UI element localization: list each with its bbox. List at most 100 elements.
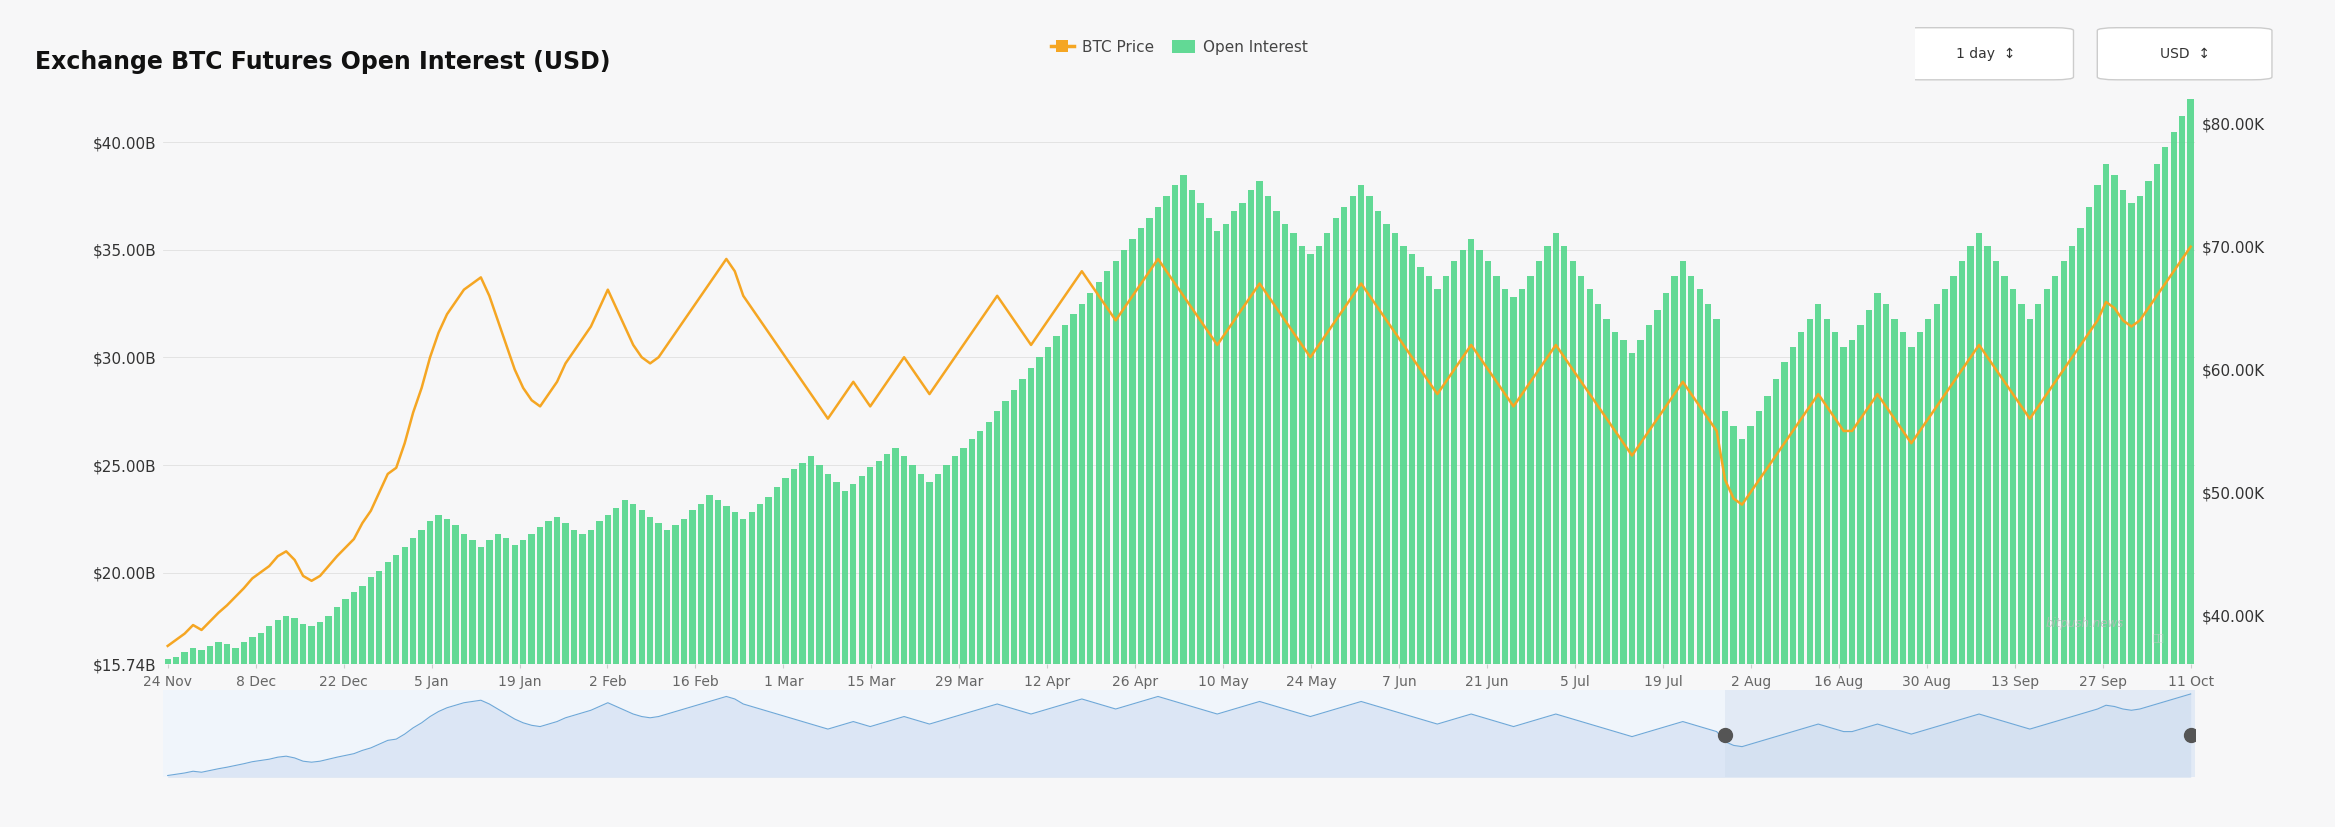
Bar [1392, 232, 1399, 827]
Bar [766, 497, 773, 827]
Bar [1789, 347, 1796, 827]
Bar [672, 525, 679, 827]
Bar [1824, 318, 1831, 827]
Bar [411, 538, 416, 827]
Bar [943, 465, 950, 827]
Bar [469, 540, 476, 827]
Bar [1333, 218, 1338, 827]
Bar [1569, 261, 1576, 827]
Bar [1247, 189, 1254, 827]
Bar [1721, 411, 1728, 827]
Bar [934, 474, 941, 827]
Bar [773, 486, 780, 827]
Bar [1585, 289, 1592, 827]
Bar [1833, 332, 1838, 827]
Bar [757, 504, 764, 827]
Bar [799, 463, 806, 827]
Bar [1340, 207, 1347, 827]
Bar [1417, 267, 1424, 827]
Bar [1578, 275, 1585, 827]
Bar [656, 523, 661, 827]
Bar [318, 622, 322, 827]
Bar [850, 485, 857, 827]
Bar [486, 540, 493, 827]
Bar [637, 510, 644, 827]
Bar [1163, 196, 1170, 827]
Bar [402, 547, 409, 827]
Bar [1291, 232, 1296, 827]
Text: 比推: 比推 [2153, 632, 2165, 642]
Bar [1240, 203, 1247, 827]
Bar [1198, 203, 1203, 827]
Bar [1308, 254, 1315, 827]
Bar [969, 439, 976, 827]
Bar [1121, 250, 1128, 827]
Bar [325, 616, 332, 827]
Bar [1027, 368, 1034, 827]
Bar [1653, 310, 1660, 827]
Bar [537, 528, 544, 827]
Bar [1427, 275, 1431, 827]
Bar [1637, 340, 1644, 827]
Bar [1324, 232, 1331, 827]
Bar [792, 470, 796, 827]
Bar [521, 540, 525, 827]
Bar [198, 650, 205, 827]
Bar [1672, 275, 1677, 827]
Bar [385, 562, 390, 827]
Bar [427, 521, 434, 827]
Bar [1620, 340, 1627, 827]
Bar [1604, 318, 1609, 827]
Bar [960, 448, 967, 827]
Bar [231, 648, 238, 827]
Bar [570, 529, 577, 827]
Bar [1044, 347, 1051, 827]
Bar [908, 465, 915, 827]
Bar [2059, 261, 2066, 827]
Bar [434, 514, 441, 827]
Bar [731, 513, 738, 827]
Bar [241, 642, 248, 827]
Bar [563, 523, 570, 827]
Bar [1611, 332, 1618, 827]
Bar [367, 577, 374, 827]
Bar [1705, 304, 1712, 827]
Text: Exchange BTC Futures Open Interest (USD): Exchange BTC Futures Open Interest (USD) [35, 50, 609, 74]
Bar [630, 504, 637, 827]
Bar [1375, 211, 1382, 827]
Bar [250, 638, 255, 827]
Bar [350, 592, 357, 827]
Bar [546, 521, 551, 827]
Bar [1179, 174, 1186, 827]
Bar [1595, 304, 1602, 827]
Bar [1224, 224, 1228, 827]
Bar [1688, 275, 1695, 827]
Bar [1765, 396, 1770, 827]
Bar [495, 534, 502, 827]
Bar [1231, 211, 1238, 827]
Bar [1726, 691, 2195, 777]
Bar [1714, 318, 1721, 827]
Bar [2111, 174, 2118, 827]
Bar [1933, 304, 1940, 827]
Bar [1536, 261, 1541, 827]
Bar [2010, 289, 2015, 827]
Bar [1214, 231, 1221, 827]
Bar [2104, 164, 2109, 827]
Bar [1469, 239, 1473, 827]
Bar [2036, 304, 2041, 827]
Bar [163, 659, 170, 827]
Bar [2127, 203, 2134, 827]
Bar [1562, 246, 1567, 827]
Bar [817, 465, 822, 827]
Bar [579, 534, 586, 827]
Bar [2017, 304, 2024, 827]
Bar [750, 513, 754, 827]
Bar [1459, 250, 1466, 827]
Bar [834, 482, 841, 827]
Bar [2188, 99, 2195, 827]
Bar [995, 411, 999, 827]
Bar [1450, 261, 1457, 827]
Bar [1730, 427, 1737, 827]
Bar [292, 618, 299, 827]
